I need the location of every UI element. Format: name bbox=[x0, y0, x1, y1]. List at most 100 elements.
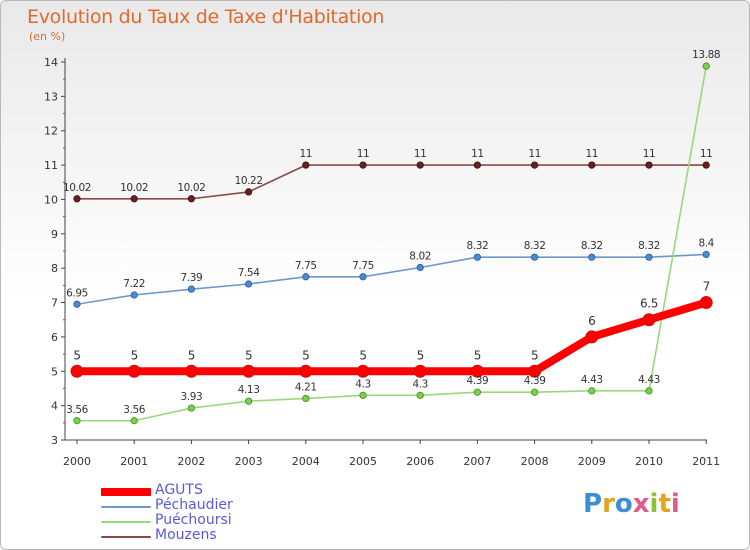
data-point bbox=[645, 161, 653, 169]
data-point bbox=[642, 313, 656, 327]
data-point bbox=[645, 387, 653, 395]
y-tick-label: 11 bbox=[44, 159, 58, 172]
data-point bbox=[127, 364, 141, 378]
data-label: 4.21 bbox=[295, 381, 317, 393]
x-tick-label: 2002 bbox=[177, 455, 205, 468]
data-label: 8.4 bbox=[698, 237, 714, 249]
data-label: 7 bbox=[703, 280, 710, 294]
data-point bbox=[528, 364, 542, 378]
legend-label: Péchaudier bbox=[155, 497, 233, 513]
data-label: 3.93 bbox=[181, 391, 203, 403]
y-tick-label: 9 bbox=[51, 228, 58, 241]
data-label: 4.43 bbox=[638, 374, 660, 386]
data-label: 11 bbox=[700, 148, 713, 160]
legend-swatch bbox=[101, 506, 151, 508]
series-line bbox=[76, 164, 708, 200]
data-label: 5 bbox=[531, 348, 538, 362]
data-point bbox=[359, 273, 367, 281]
data-label: 6.5 bbox=[640, 297, 658, 311]
data-point bbox=[413, 364, 427, 378]
y-tick-label: 10 bbox=[44, 193, 58, 206]
data-point bbox=[416, 263, 424, 272]
data-point bbox=[588, 253, 596, 261]
legend-item: Puéchoursi bbox=[101, 512, 301, 529]
data-label: 11 bbox=[643, 148, 656, 160]
data-label: 4.13 bbox=[238, 384, 260, 396]
data-label: 10.22 bbox=[235, 175, 263, 187]
data-label: 8.32 bbox=[524, 240, 546, 252]
data-label: 5 bbox=[302, 348, 309, 362]
data-label: 5 bbox=[474, 348, 481, 362]
data-point bbox=[356, 364, 370, 378]
data-point bbox=[302, 394, 310, 403]
x-tick-label: 2000 bbox=[63, 455, 91, 468]
data-label: 10.02 bbox=[63, 182, 91, 194]
data-label: 5 bbox=[73, 348, 80, 362]
legend-label: Puéchoursi bbox=[155, 512, 232, 528]
y-tick-label: 13 bbox=[44, 90, 58, 103]
data-point bbox=[416, 391, 424, 399]
data-label: 10.02 bbox=[120, 182, 148, 194]
chart-subtitle: (en %) bbox=[29, 30, 66, 43]
x-tick-label: 2007 bbox=[463, 455, 491, 468]
data-label: 13.88 bbox=[692, 49, 720, 61]
y-tick-label: 5 bbox=[51, 365, 58, 378]
data-label: 3.56 bbox=[66, 404, 88, 416]
data-point bbox=[187, 195, 195, 203]
data-label: 11 bbox=[586, 148, 599, 160]
series-line bbox=[76, 65, 708, 422]
data-point bbox=[588, 161, 596, 169]
legend-item: Péchaudier bbox=[101, 497, 301, 514]
legend-swatch bbox=[101, 488, 151, 496]
data-point bbox=[645, 253, 653, 261]
data-label: 8.32 bbox=[638, 240, 660, 252]
data-label: 11 bbox=[471, 148, 484, 160]
data-label: 4.39 bbox=[524, 375, 546, 387]
data-point bbox=[70, 364, 84, 378]
data-label: 4.39 bbox=[467, 375, 489, 387]
data-label: 4.43 bbox=[581, 374, 603, 386]
data-label: 11 bbox=[300, 148, 313, 160]
data-point bbox=[73, 300, 81, 308]
data-point bbox=[245, 188, 253, 196]
series-line bbox=[76, 253, 708, 306]
legend-label: AGUTS bbox=[155, 482, 203, 498]
data-point bbox=[184, 364, 198, 378]
data-point bbox=[187, 404, 195, 412]
data-label: 6.95 bbox=[66, 287, 88, 299]
legend-swatch bbox=[101, 521, 151, 523]
y-tick-label: 6 bbox=[51, 331, 58, 344]
data-label: 4.3 bbox=[412, 378, 428, 390]
data-point bbox=[699, 296, 713, 310]
data-label: 11 bbox=[414, 148, 427, 160]
data-point bbox=[130, 195, 138, 203]
y-tick-label: 4 bbox=[51, 400, 58, 413]
data-point bbox=[359, 161, 367, 169]
series-lines bbox=[73, 65, 711, 422]
x-tick-label: 2003 bbox=[235, 455, 263, 468]
data-point bbox=[359, 391, 367, 399]
data-point bbox=[130, 291, 138, 299]
legend-item: Mouzens bbox=[101, 527, 301, 544]
x-tick-label: 2010 bbox=[635, 455, 663, 468]
data-label: 3.56 bbox=[123, 404, 145, 416]
data-point bbox=[73, 417, 81, 425]
x-tick-label: 2008 bbox=[521, 455, 549, 468]
y-tick-label: 12 bbox=[44, 125, 58, 138]
data-label: 11 bbox=[528, 148, 541, 160]
axes: 3 4 5 6 7 8 9 10 11 12 13 14 2000 2001 2002 2003 2004 200… bbox=[44, 56, 720, 468]
data-point bbox=[585, 330, 599, 344]
data-label: 7.39 bbox=[181, 272, 203, 284]
x-tick-label: 2005 bbox=[349, 455, 377, 468]
data-label: 8.32 bbox=[467, 240, 489, 252]
data-point bbox=[530, 388, 539, 396]
data-label: 4.3 bbox=[355, 378, 371, 390]
data-point bbox=[702, 250, 710, 259]
data-label: 7.75 bbox=[352, 260, 374, 272]
data-label: 8.02 bbox=[409, 250, 431, 262]
data-label: 11 bbox=[357, 148, 370, 160]
data-label: 6 bbox=[588, 314, 595, 328]
chart-title: Evolution du Taux de Taxe d'Habitation bbox=[27, 6, 385, 28]
data-point bbox=[702, 161, 710, 169]
